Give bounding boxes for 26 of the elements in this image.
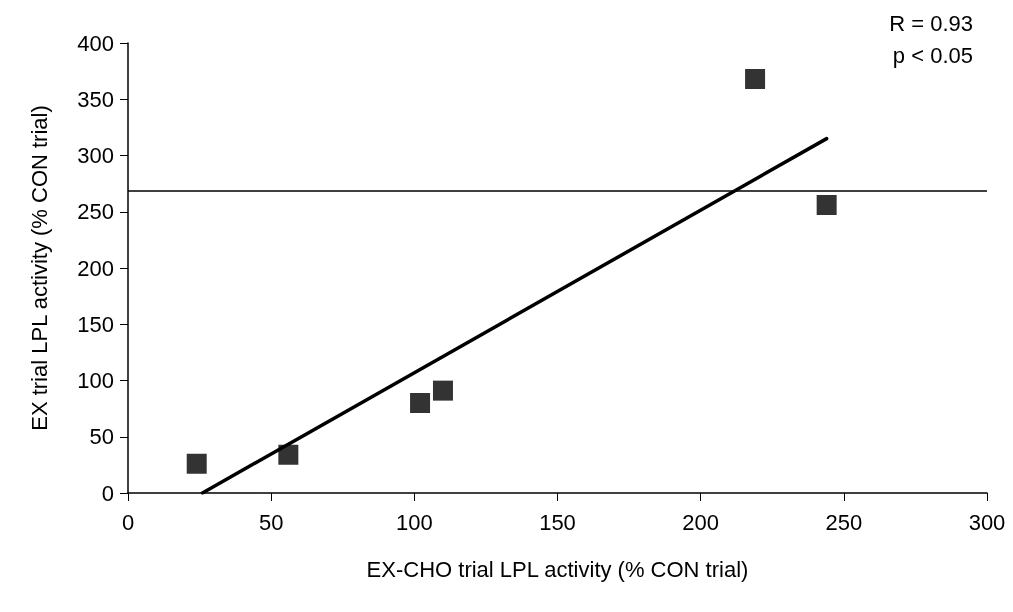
x-tick-label: 100: [395, 509, 433, 535]
y-tick-label: 200: [77, 255, 114, 281]
point: [816, 195, 837, 215]
y-tick-label: 0: [101, 480, 114, 506]
annotation: p < 0.05: [892, 42, 974, 68]
y-tick-label: 300: [77, 143, 114, 168]
point: [186, 453, 207, 474]
y-tick-label: 400: [77, 30, 114, 56]
y-tick-label: 250: [77, 199, 114, 225]
x-tick-label: 0: [121, 509, 135, 535]
x-axis-title: EX-CHO trial LPL activity (% CON trial): [366, 556, 749, 582]
point: [745, 69, 766, 89]
y-axis-title: EX trial LPL activity (% CON trial): [26, 105, 52, 431]
y-tick-label: 350: [77, 86, 114, 112]
x-tick-label: 150: [539, 509, 576, 535]
x-tick-label: 200: [682, 509, 720, 535]
point: [432, 380, 453, 401]
point: [278, 444, 299, 465]
x-tick-label: 250: [825, 509, 863, 535]
x-tick-label: 300: [968, 509, 1006, 535]
x-tick-label: 50: [258, 509, 284, 535]
text: R = 0.93: [889, 10, 973, 36]
y-tick-label: 50: [89, 424, 114, 450]
y-tick-label: 100: [77, 368, 114, 393]
y-tick-label: 150: [77, 311, 114, 337]
point: [410, 393, 431, 413]
